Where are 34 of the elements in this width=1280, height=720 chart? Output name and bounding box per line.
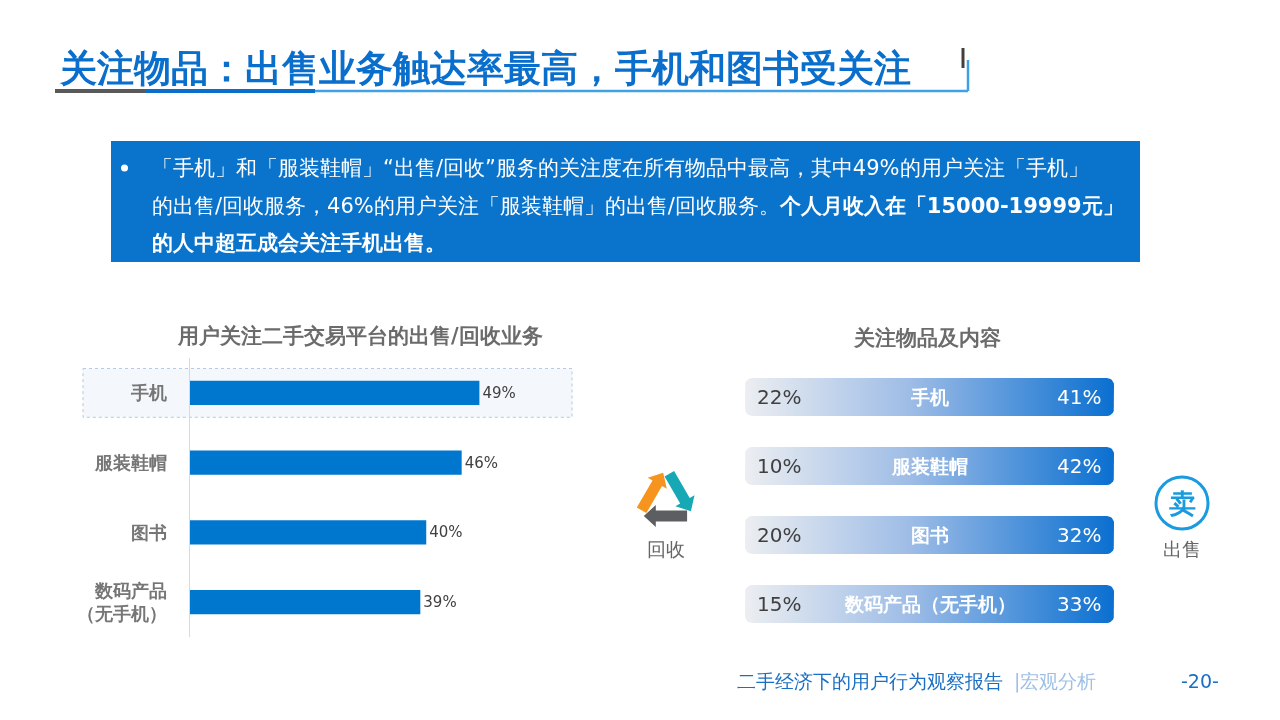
y-tick-label: 手机 [130, 382, 168, 404]
data-label: 49% [482, 383, 516, 402]
category-label: 数码产品（无手机） [844, 593, 1016, 615]
y-tick-label: 数码产品（无手机） [77, 579, 168, 625]
chart-title: 用户关注二手交易平台的出售/回收业务 [177, 324, 543, 348]
bar [190, 590, 421, 615]
category-label: 图书 [911, 524, 949, 546]
text: 关注物品：出售业务触达率最高，手机和图书受关注 [59, 47, 911, 90]
data-label: 20% [757, 523, 802, 547]
data-label: 15% [757, 592, 802, 616]
text: 出售 [1163, 538, 1201, 560]
data-label: 40% [429, 523, 463, 542]
bar [190, 520, 427, 545]
data-label: 33% [1057, 592, 1102, 616]
text: |宏观分析 [1014, 670, 1097, 693]
bar [190, 450, 462, 475]
data-label: 39% [423, 593, 457, 612]
data-label: 22% [757, 385, 802, 409]
y-tick-label: 图书 [131, 521, 168, 543]
data-label: 32% [1057, 523, 1102, 547]
data-label: 10% [757, 454, 802, 478]
data-label: 46% [464, 453, 499, 472]
category-label: 手机 [910, 386, 949, 408]
bar [190, 380, 480, 405]
text: 「手机」和「服装鞋帽」“出售/回收”服务的关注度在所有物品中最高，其中49%的用户关注「手机」的出售/回收服务，46%的用户关注「服装鞋帽」的出售/回收服务。个人月收入在「15000-19999元」的人中超五成会关注手机出售。 [152, 156, 1124, 256]
category-label: 服装鞋帽 [891, 455, 968, 477]
data-label: 42% [1057, 454, 1102, 478]
text: -20- [1181, 670, 1219, 692]
y-tick-label: 服装鞋帽 [94, 451, 168, 473]
legend-label: 回收 [647, 538, 685, 560]
text: 卖 [1169, 488, 1196, 519]
data-label: 41% [1057, 385, 1102, 409]
text: 关注物品及内容 [853, 326, 1001, 350]
text: 二手经济下的用户行为观察报告 [737, 670, 1003, 692]
